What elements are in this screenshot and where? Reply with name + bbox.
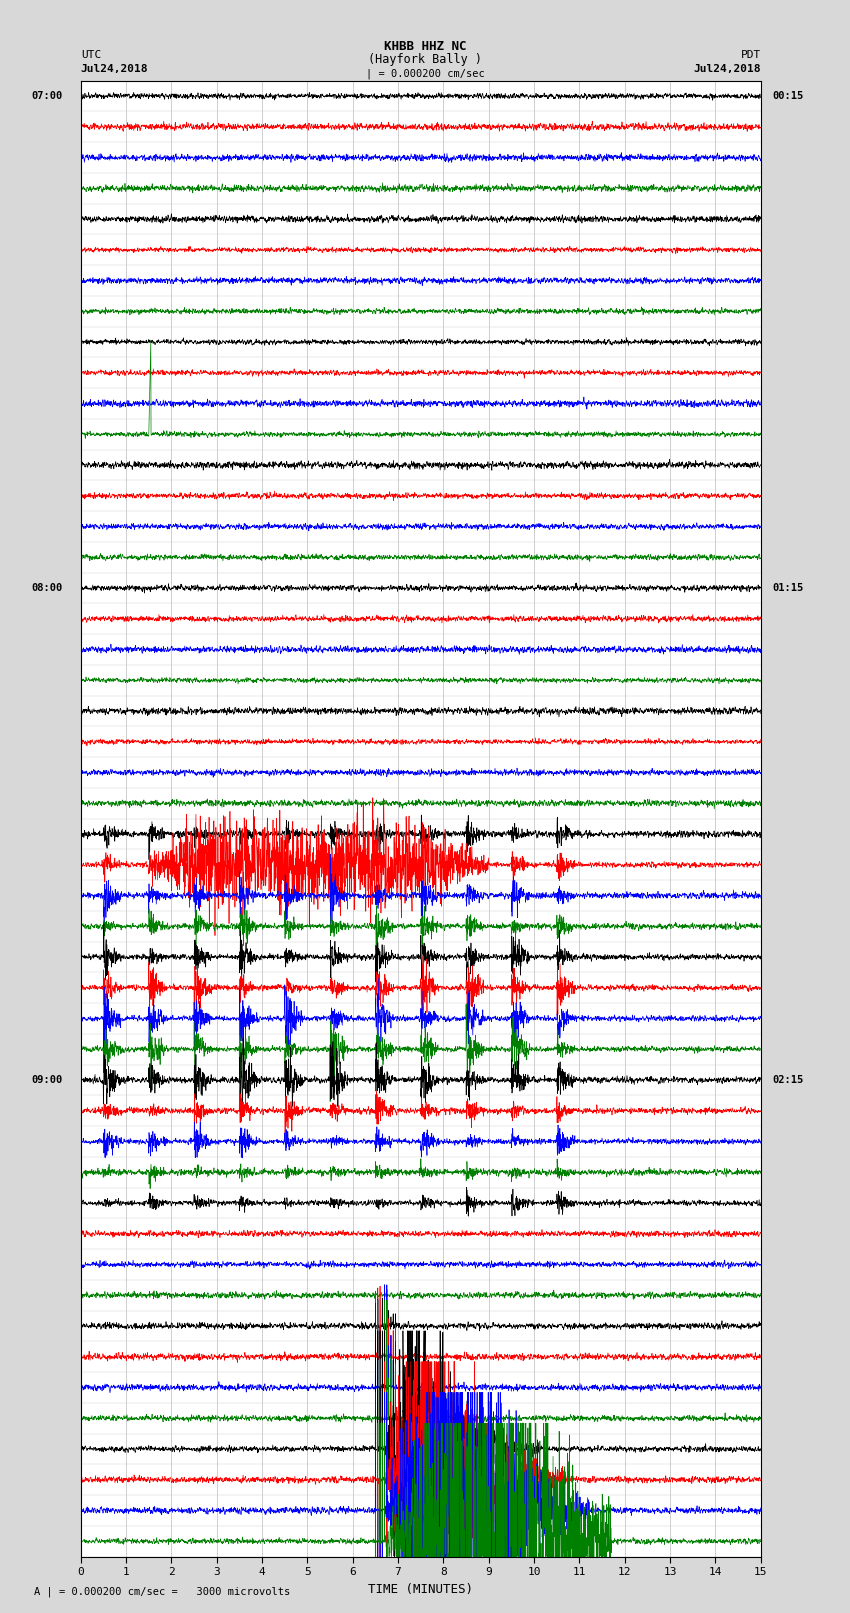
Text: Jul24,2018: Jul24,2018 [694,65,761,74]
Text: A | = 0.000200 cm/sec =   3000 microvolts: A | = 0.000200 cm/sec = 3000 microvolts [34,1586,290,1597]
Text: 00:15: 00:15 [772,90,803,102]
Text: KHBB HHZ NC: KHBB HHZ NC [383,40,467,53]
X-axis label: TIME (MINUTES): TIME (MINUTES) [368,1582,473,1595]
Text: Jul24,2018: Jul24,2018 [81,65,148,74]
Text: UTC: UTC [81,50,101,60]
Text: (Hayfork Bally ): (Hayfork Bally ) [368,53,482,66]
Text: | = 0.000200 cm/sec: | = 0.000200 cm/sec [366,68,484,79]
Text: PDT: PDT [740,50,761,60]
Text: 08:00: 08:00 [31,582,63,594]
Text: 07:00: 07:00 [31,90,63,102]
Text: 09:00: 09:00 [31,1074,63,1086]
Text: 01:15: 01:15 [772,582,803,594]
Text: 02:15: 02:15 [772,1074,803,1086]
